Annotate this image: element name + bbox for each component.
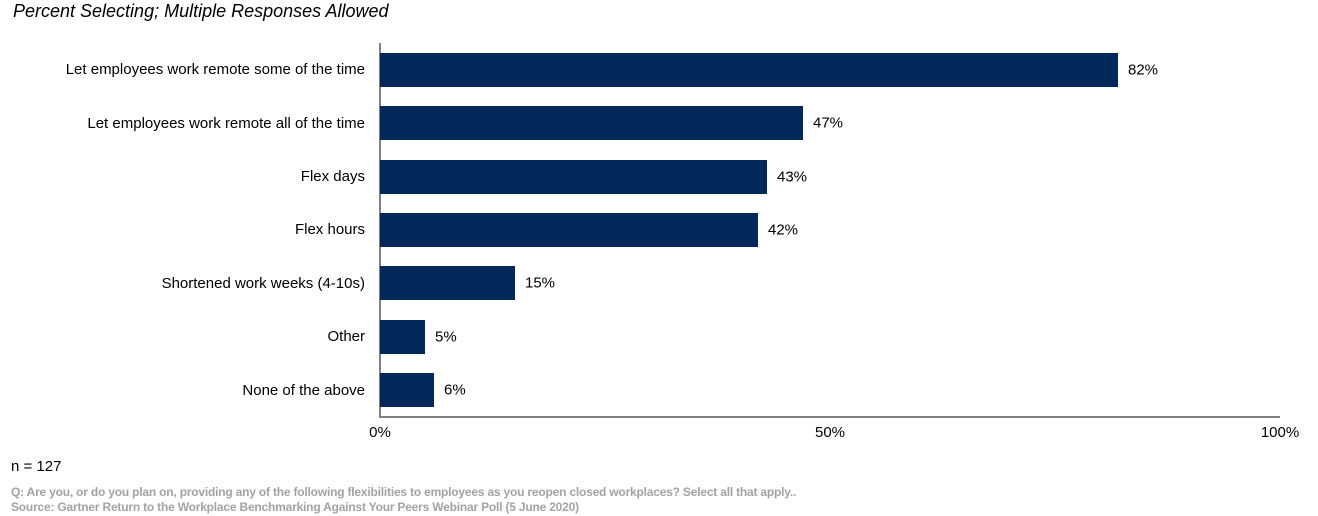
bar-track: 15% bbox=[380, 266, 1280, 301]
x-axis-line bbox=[379, 416, 1280, 418]
x-tick-label: 50% bbox=[814, 424, 846, 441]
bar-row: Shortened work weeks (4-10s) 15% bbox=[0, 257, 1318, 310]
bar-row: Let employees work remote all of the tim… bbox=[0, 96, 1318, 149]
x-ticks: 0% 50% 100% bbox=[369, 424, 1299, 444]
value-label: 43% bbox=[777, 168, 808, 186]
x-tick-label: 0% bbox=[369, 424, 391, 441]
question-footnote: Q: Are you, or do you plan on, providing… bbox=[11, 485, 797, 499]
source-footnote: Source: Gartner Return to the Workplace … bbox=[11, 500, 579, 514]
category-label: Let employees work remote all of the tim… bbox=[87, 114, 365, 132]
bar-row: None of the above 6% bbox=[0, 364, 1318, 417]
x-tick-label: 100% bbox=[1260, 424, 1300, 441]
chart-title: Percent Selecting; Multiple Responses Al… bbox=[13, 1, 389, 21]
bar-track: 42% bbox=[380, 212, 1280, 247]
category-label: Flex hours bbox=[294, 221, 365, 239]
value-label: 42% bbox=[768, 221, 799, 239]
bar-rows: Let employees work remote some of the ti… bbox=[0, 43, 1318, 417]
bar-track: 6% bbox=[380, 373, 1280, 408]
value-label: 47% bbox=[813, 114, 844, 132]
value-label: 6% bbox=[444, 381, 466, 399]
bar-row: Other 5% bbox=[0, 310, 1318, 363]
bar bbox=[380, 159, 767, 194]
bar-track: 82% bbox=[380, 52, 1280, 87]
category-label: Let employees work remote some of the ti… bbox=[65, 61, 365, 79]
bar-track: 47% bbox=[380, 106, 1280, 141]
category-label: None of the above bbox=[242, 381, 365, 399]
bar bbox=[380, 373, 434, 408]
category-label: Other bbox=[327, 328, 365, 346]
value-label: 82% bbox=[1128, 61, 1159, 79]
category-label: Flex days bbox=[300, 168, 365, 186]
value-label: 5% bbox=[435, 328, 457, 346]
bar-row: Flex days 43% bbox=[0, 150, 1318, 203]
bar-row: Let employees work remote some of the ti… bbox=[0, 43, 1318, 96]
bar bbox=[380, 266, 515, 301]
value-label: 15% bbox=[525, 274, 556, 292]
bar bbox=[380, 319, 425, 354]
bar bbox=[380, 106, 803, 141]
bar bbox=[380, 52, 1118, 87]
bar bbox=[380, 212, 758, 247]
bar-row: Flex hours 42% bbox=[0, 203, 1318, 256]
bar-track: 43% bbox=[380, 159, 1280, 194]
bar-track: 5% bbox=[380, 319, 1280, 354]
category-label: Shortened work weeks (4-10s) bbox=[161, 274, 365, 292]
sample-size-label: n = 127 bbox=[11, 458, 62, 475]
